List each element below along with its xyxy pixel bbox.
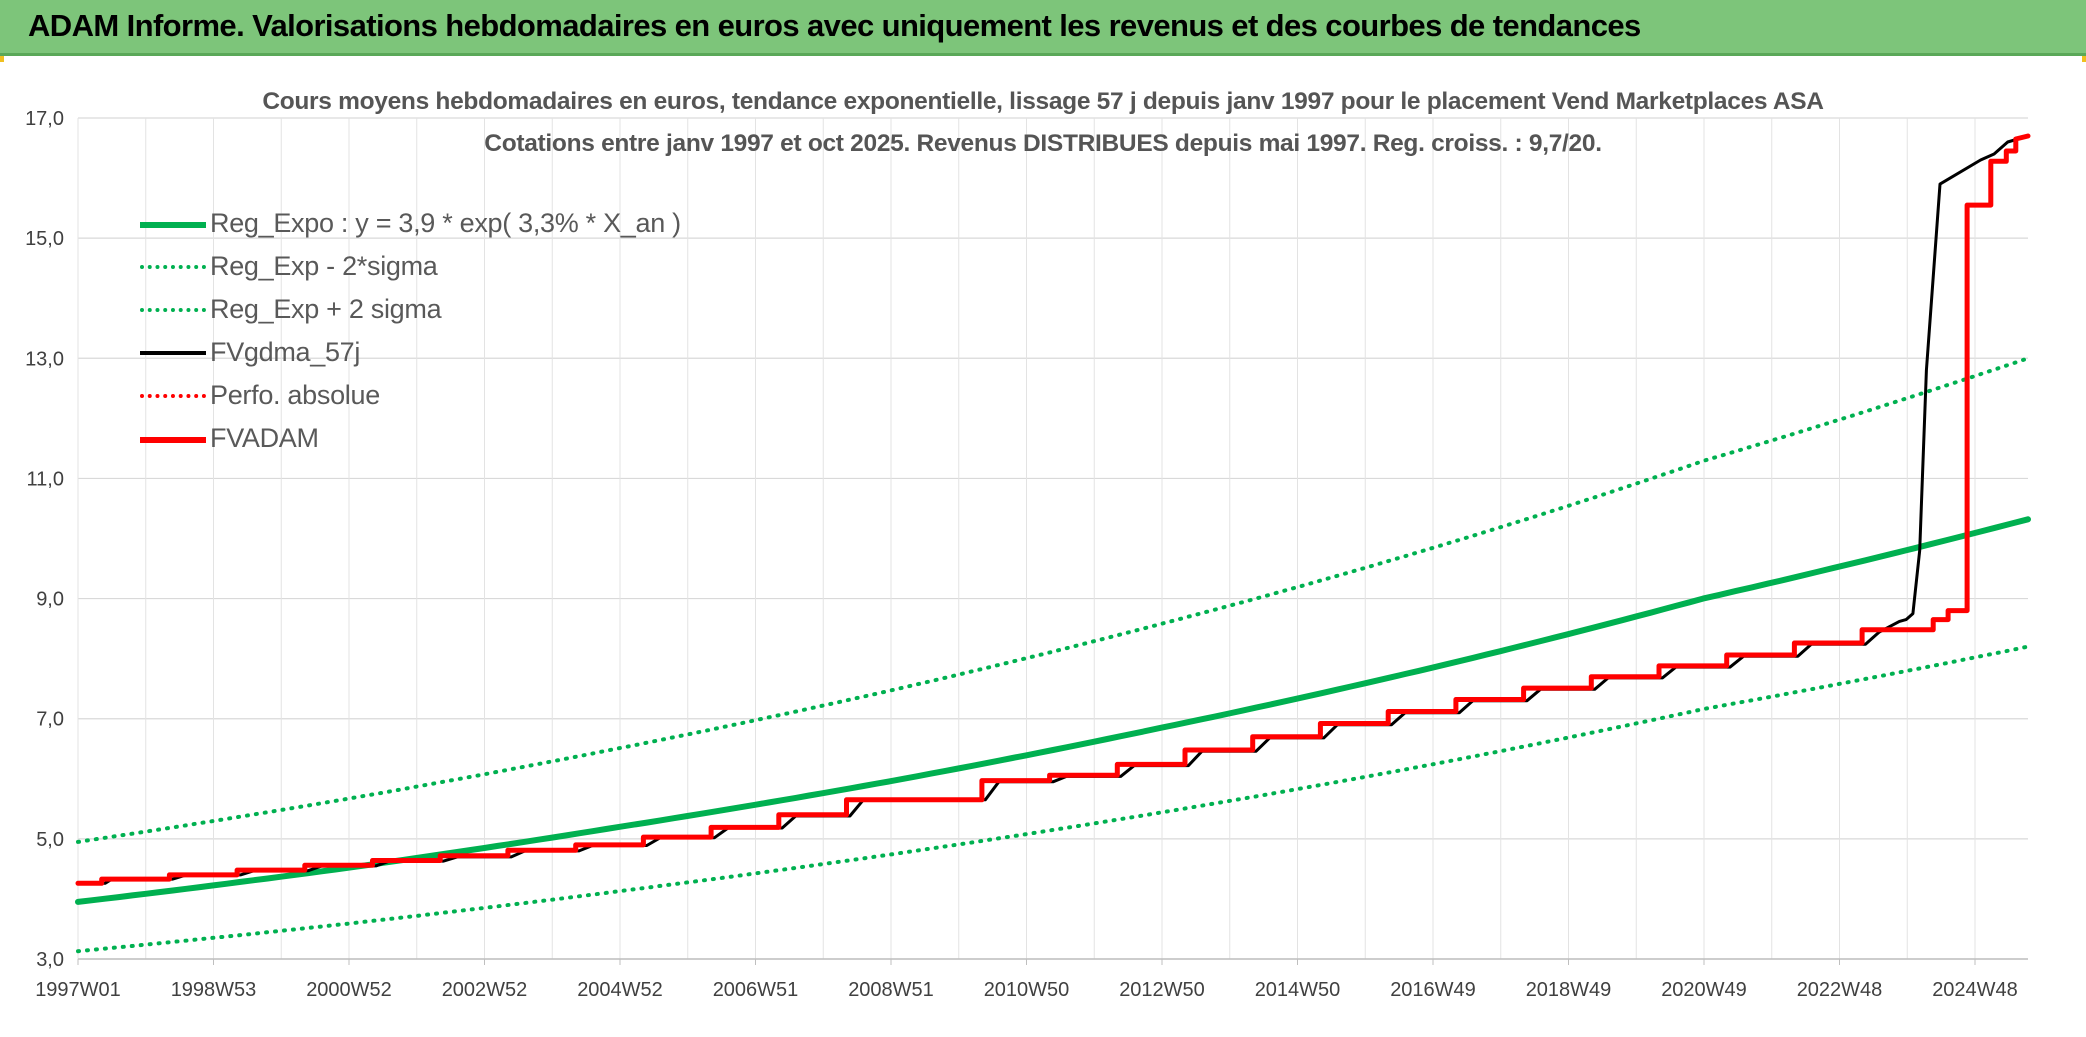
legend-label: Reg_Expo : y = 3,9 * exp( 3,3% * X_an ) xyxy=(210,208,681,238)
chart-title: Cours moyens hebdomadaires en euros, ten… xyxy=(262,88,1824,115)
chart-subtitle: Cotations entre janv 1997 et oct 2025. R… xyxy=(484,130,1602,157)
x-tick-label: 2014W50 xyxy=(1255,979,1341,1001)
legend-label: FVADAM xyxy=(210,423,319,453)
legend-item-perfo-absolue: Perfo. absolue xyxy=(140,374,681,417)
axis-layer: 3,0 5,0 7,0 9,0 11,0 13,0 15,0 17,0 1997W01 1998W… xyxy=(25,108,2028,1001)
x-tick-label: 2008W51 xyxy=(848,979,934,1001)
x-tick-label: 2022W48 xyxy=(1797,979,1883,1001)
legend-label: Reg_Exp + 2 sigma xyxy=(210,294,442,324)
x-tick-label: 2016W49 xyxy=(1390,979,1476,1001)
series-layer xyxy=(75,133,2031,954)
report-title: ADAM Informe. Valorisations hebdomadaire… xyxy=(28,8,1641,43)
grid-layer xyxy=(77,117,2028,960)
legend-swatch-icon xyxy=(140,303,206,317)
series-fvadam xyxy=(75,133,2031,886)
y-tick-label: 7,0 xyxy=(36,709,64,731)
series-reg-expo xyxy=(75,516,2031,905)
x-tick-label: 2024W48 xyxy=(1932,979,2018,1001)
legend-item-fvgdma: FVgdma_57j xyxy=(140,331,681,374)
legend-label: Perfo. absolue xyxy=(210,380,380,410)
series-reg-exp-plus-2sigma xyxy=(76,356,2030,844)
legend-swatch-icon xyxy=(140,346,206,360)
legend-swatch-icon xyxy=(140,432,206,446)
x-tick-label: 1997W01 xyxy=(35,979,121,1001)
chart-legend: Reg_Expo : y = 3,9 * exp( 3,3% * X_an ) … xyxy=(140,202,681,460)
y-tick-label: 3,0 xyxy=(36,949,64,971)
y-tick-label: 17,0 xyxy=(25,108,64,130)
legend-label: FVgdma_57j xyxy=(210,337,361,367)
x-tick-label: 2004W52 xyxy=(577,979,663,1001)
chart-panel: 3,0 5,0 7,0 9,0 11,0 13,0 15,0 17,0 1997W01 1998W… xyxy=(0,62,2086,1037)
legend-item-reg-exp-minus: Reg_Exp - 2*sigma xyxy=(140,245,681,288)
legend-label: Reg_Exp - 2*sigma xyxy=(210,251,438,281)
y-tick-label: 5,0 xyxy=(36,829,64,851)
chart-canvas: 3,0 5,0 7,0 9,0 11,0 13,0 15,0 17,0 1997W01 1998W… xyxy=(25,108,2031,1001)
x-tick-label: 2002W52 xyxy=(442,979,528,1001)
y-tick-label: 11,0 xyxy=(27,468,64,490)
legend-swatch-icon xyxy=(140,217,206,231)
legend-swatch-icon xyxy=(140,260,206,274)
x-tick-label: 2018W49 xyxy=(1526,979,1612,1001)
y-tick-label: 15,0 xyxy=(25,228,64,250)
series-reg-exp-minus-2sigma xyxy=(76,644,2030,954)
x-tick-label: 2000W52 xyxy=(306,979,392,1001)
legend-item-reg-exp-plus: Reg_Exp + 2 sigma xyxy=(140,288,681,331)
legend-item-reg-expo: Reg_Expo : y = 3,9 * exp( 3,3% * X_an ) xyxy=(140,202,681,245)
y-tick-label: 9,0 xyxy=(36,589,64,611)
legend-item-fvadam: FVADAM xyxy=(140,417,681,460)
x-tick-label: 2012W50 xyxy=(1119,979,1205,1001)
x-tick-label: 1998W53 xyxy=(171,979,257,1001)
legend-swatch-icon xyxy=(140,389,206,403)
x-tick-label: 2006W51 xyxy=(713,979,799,1001)
x-tick-label: 2010W50 xyxy=(984,979,1070,1001)
y-tick-label: 13,0 xyxy=(25,348,64,370)
x-tick-label: 2020W49 xyxy=(1661,979,1747,1001)
report-banner: ADAM Informe. Valorisations hebdomadaire… xyxy=(0,0,2086,56)
